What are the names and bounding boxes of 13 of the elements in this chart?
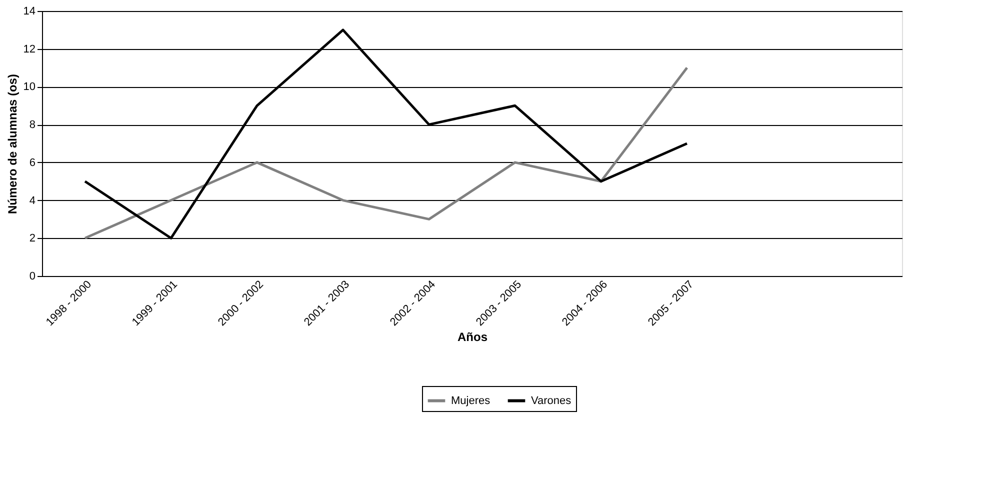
y-tick-label: 14 — [23, 6, 36, 18]
y-tick-label: 2 — [29, 232, 36, 245]
y-tick-label: 6 — [29, 156, 36, 169]
y-tick-label: 4 — [29, 194, 36, 207]
y-axis-title: Número de alumnas (os) — [5, 74, 20, 214]
y-tick-label: 12 — [23, 43, 36, 56]
line-series — [84, 66, 688, 240]
y-tick-label: 8 — [29, 119, 36, 132]
y-tick-label: 10 — [23, 81, 36, 94]
legend-label: Varones — [531, 394, 572, 407]
y-tick-label: 0 — [29, 270, 36, 282]
legend-label: Mujeres — [451, 394, 491, 407]
x-axis-title: Años — [458, 330, 488, 344]
